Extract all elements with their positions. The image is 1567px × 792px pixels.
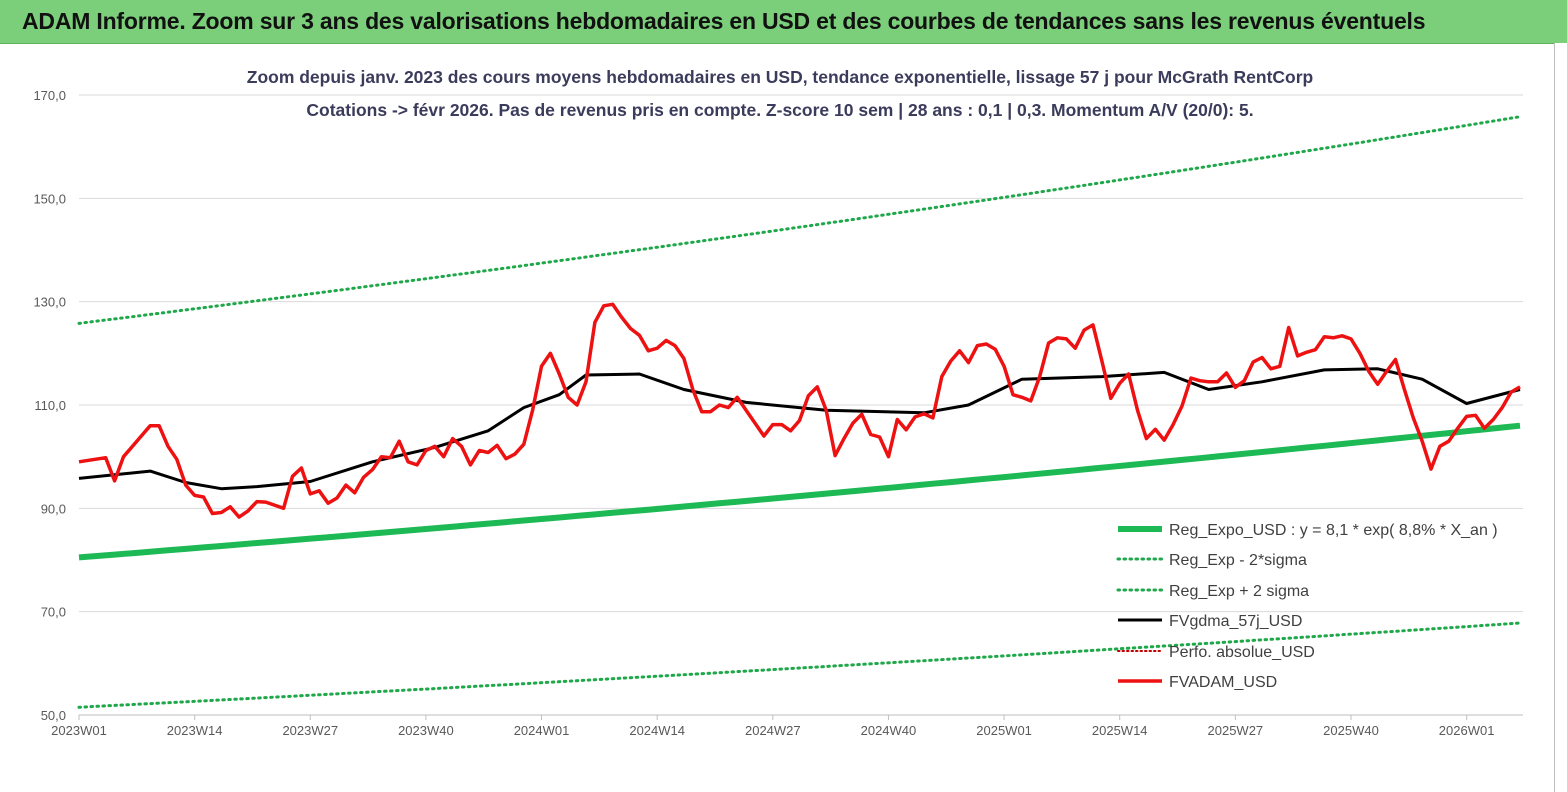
- series-fvadam-usd: [78, 302, 1521, 519]
- x-axis-ticks: 2023W01 2023W14 2023W27 2023W40 2024W01 2024W…: [51, 714, 1523, 738]
- chart: Zoom depuis janv. 2023 des cours moyens …: [33, 67, 1523, 738]
- series-reg-expo-usd: [78, 422, 1521, 561]
- x-tick-label: 2024W40: [861, 723, 917, 738]
- x-tick-label: 2025W40: [1323, 723, 1379, 738]
- legend-label: Reg_Expo_USD : y = 8,1 * exp( 8,8% * X_a…: [1169, 522, 1498, 539]
- y-tick-label: 70,0: [41, 605, 66, 620]
- y-axis-ticks: 170,0 150,0 130,0 110,0 90,0 70,0 50,0: [33, 88, 66, 723]
- x-tick-label: 2024W27: [745, 723, 801, 738]
- y-tick-label: 170,0: [33, 88, 66, 103]
- legend-label: FVgdma_57j_USD: [1169, 613, 1302, 630]
- y-tick-label: 130,0: [33, 295, 66, 310]
- x-tick-label: 2025W27: [1208, 723, 1264, 738]
- y-tick-label: 90,0: [41, 501, 66, 516]
- x-tick-label: 2023W27: [282, 723, 338, 738]
- y-tick-label: 150,0: [33, 191, 66, 206]
- x-tick-label: 2025W14: [1092, 723, 1148, 738]
- chart-title-line-2: Cotations -> févr 2026. Pas de revenus p…: [306, 100, 1253, 120]
- x-tick-label: 2023W01: [51, 723, 107, 738]
- series-reg-exp-minus-2sigma: [77, 621, 1522, 709]
- banner: ADAM Informe. Zoom sur 3 ans des valoris…: [0, 0, 1567, 44]
- series-reg-exp-plus-2sigma: [77, 115, 1522, 325]
- x-tick-label: 2023W40: [398, 723, 454, 738]
- chart-title-line-1: Zoom depuis janv. 2023 des cours moyens …: [247, 67, 1314, 87]
- series-fvgdma-57j-usd: [78, 367, 1521, 491]
- x-tick-label: 2026W01: [1439, 723, 1495, 738]
- legend: Reg_Expo_USD : y = 8,1 * exp( 8,8% * X_a…: [1116, 522, 1498, 691]
- legend-label: FVADAM_USD: [1169, 674, 1277, 691]
- series-layer: [77, 115, 1522, 709]
- scroll-edge: [1554, 43, 1567, 792]
- x-tick-label: 2023W14: [167, 723, 223, 738]
- x-tick-label: 2025W01: [976, 723, 1032, 738]
- y-tick-label: 50,0: [41, 708, 66, 723]
- x-tick-label: 2024W01: [514, 723, 570, 738]
- gridlines: [79, 94, 1523, 716]
- y-tick-label: 110,0: [34, 398, 66, 413]
- legend-label: Perfo. absolue_USD: [1169, 644, 1315, 661]
- banner-title: ADAM Informe. Zoom sur 3 ans des valoris…: [22, 8, 1426, 34]
- legend-label: Reg_Exp - 2*sigma: [1169, 552, 1307, 569]
- x-tick-label: 2024W14: [629, 723, 685, 738]
- legend-label: Reg_Exp + 2 sigma: [1169, 583, 1309, 600]
